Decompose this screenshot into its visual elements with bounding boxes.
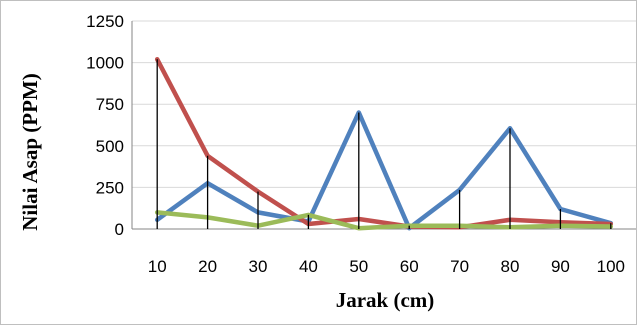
x-tick-label: 80 (501, 257, 520, 276)
x-tick-label: 10 (148, 257, 167, 276)
x-tick-label: 30 (249, 257, 268, 276)
series-line-2 (154, 57, 614, 230)
y-tick-label: 500 (96, 137, 124, 156)
x-tick-label: 70 (450, 257, 469, 276)
gridlines (132, 20, 636, 188)
x-axis-title: Jarak (cm) (336, 288, 435, 312)
y-tick-label: 750 (96, 95, 124, 114)
y-tick-label: 1250 (86, 12, 124, 31)
y-tick-label: 250 (96, 178, 124, 197)
y-tick-label: 1000 (86, 54, 124, 73)
y-tick-labels: 0 250 500 750 1000 1250 (86, 12, 124, 239)
x-tick-label: 20 (198, 257, 217, 276)
x-tick-labels: 10 20 30 40 50 60 70 80 90 100 (148, 257, 625, 276)
y-axis-title: Nilai Asap (PPM) (18, 73, 42, 231)
y-tick-label: 0 (115, 220, 124, 239)
series-line-3 (154, 210, 614, 231)
x-tick-label: 90 (551, 257, 570, 276)
series-lines (154, 57, 614, 231)
series-line-1 (154, 110, 614, 231)
drop-lines (156, 59, 612, 229)
x-tick-label: 50 (349, 257, 368, 276)
x-tick-label: 100 (597, 257, 625, 276)
x-tick-label: 40 (299, 257, 318, 276)
x-tick-label: 60 (400, 257, 419, 276)
